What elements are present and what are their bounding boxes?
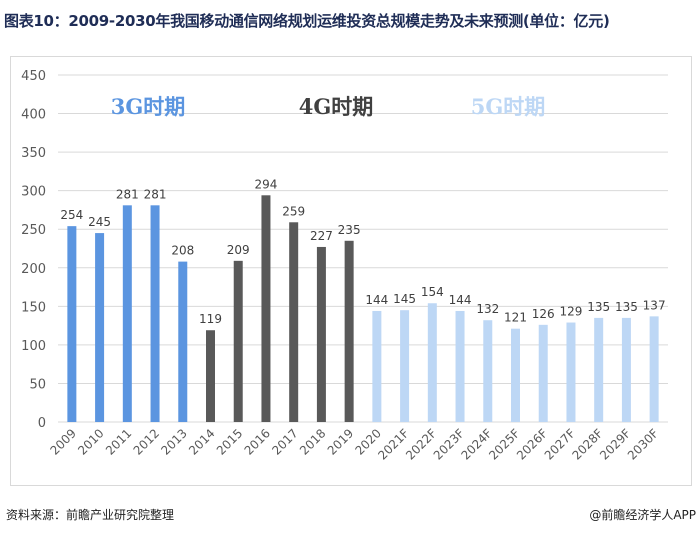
- y-tick-label: 350: [21, 146, 46, 161]
- y-tick-label: 450: [21, 69, 46, 84]
- bar-2027F: [566, 322, 576, 422]
- data-label-2021F: 145: [393, 292, 416, 306]
- gridlines: [58, 74, 668, 423]
- data-label-2027F: 129: [560, 305, 583, 319]
- bar-2012: [150, 205, 160, 422]
- x-tick-label: 2009: [47, 426, 78, 457]
- x-tick-label: 2018: [297, 426, 328, 457]
- data-label-2014: 119: [199, 312, 222, 326]
- x-tick-label: 2016: [242, 426, 273, 457]
- period-annotations: 3G时期 4G时期 5G时期: [111, 94, 546, 119]
- x-tick-label: 2011: [103, 426, 134, 457]
- x-tick-label: 2010: [75, 426, 106, 457]
- y-tick-label: 0: [38, 416, 46, 431]
- data-label-2013: 208: [171, 244, 194, 258]
- chart-frame: [10, 56, 692, 486]
- bars: [67, 195, 659, 422]
- data-label-2024F: 132: [476, 302, 499, 316]
- bar-2029F: [621, 317, 631, 422]
- data-label-2020: 144: [365, 293, 388, 307]
- data-label-2010: 245: [88, 215, 111, 229]
- x-tick-label: 2017: [269, 426, 300, 457]
- data-label-2028F: 135: [587, 300, 610, 314]
- data-label-2029F: 135: [615, 300, 638, 314]
- bar-2030F: [649, 316, 659, 422]
- y-axis-ticks: 0 50 100 150 200 250 300 350 400 450: [21, 69, 46, 431]
- data-label-2023F: 144: [449, 293, 472, 307]
- period-label-3G: 3G时期: [111, 94, 186, 119]
- brand-credit: @前瞻经济学人APP: [589, 508, 696, 522]
- y-tick-label: 250: [21, 223, 46, 238]
- bar-2024F: [483, 320, 493, 422]
- data-label-2015: 209: [227, 243, 250, 257]
- y-tick-label: 200: [21, 262, 46, 277]
- y-tick-label: 50: [29, 377, 46, 392]
- data-label-2012: 281: [144, 187, 167, 201]
- data-label-2017: 259: [282, 204, 305, 218]
- bar-2013: [178, 261, 188, 422]
- x-tick-label: 2014: [186, 426, 217, 457]
- bar-2019: [344, 240, 354, 422]
- bar-2025F: [511, 328, 520, 422]
- data-label-2030F: 137: [643, 298, 666, 312]
- data-labels: 254 245 281 281 208 119 209 294 259 227 235 144 145 1…: [60, 177, 665, 326]
- period-label-5G: 5G时期: [471, 94, 546, 119]
- bar-2022F: [427, 303, 437, 422]
- bar-2010: [95, 233, 105, 422]
- y-tick-label: 100: [21, 339, 46, 354]
- x-tick-label: 2013: [158, 426, 189, 457]
- data-label-2025F: 121: [504, 311, 527, 325]
- bar-2021F: [400, 310, 410, 422]
- bar-2015: [233, 260, 243, 422]
- y-tick-label: 400: [21, 108, 46, 123]
- source-note: 资料来源：前瞻产业研究院整理: [6, 508, 175, 522]
- bar-2028F: [594, 317, 604, 422]
- bar-2017: [289, 222, 299, 422]
- bar-2009: [67, 226, 77, 422]
- x-tick-label: 2030F: [625, 426, 661, 462]
- x-axis-ticks: 2009201020112012201320142015201620172018…: [47, 426, 661, 462]
- data-label-2011: 281: [116, 187, 139, 201]
- x-tick-label: 2019: [325, 426, 356, 457]
- data-label-2018: 227: [310, 229, 333, 243]
- bar-2018: [316, 246, 326, 422]
- y-tick-label: 300: [21, 185, 46, 200]
- data-label-2016: 294: [255, 177, 278, 191]
- bar-2011: [122, 205, 132, 422]
- data-label-2026F: 126: [532, 307, 555, 321]
- x-tick-label: 2015: [214, 426, 245, 457]
- x-tick-label: 2012: [131, 426, 162, 457]
- bar-2023F: [455, 310, 465, 422]
- bar-2016: [261, 195, 271, 422]
- bar-2020: [372, 310, 382, 422]
- data-label-2022F: 154: [421, 285, 444, 299]
- period-label-4G: 4G时期: [299, 94, 374, 119]
- data-label-2019: 235: [338, 223, 361, 237]
- data-label-2009: 254: [60, 208, 83, 222]
- chart-title: 图表10：2009-2030年我国移动通信网络规划运维投资总规模走势及未来预测(…: [4, 12, 610, 30]
- y-tick-label: 150: [21, 300, 46, 315]
- bar-2026F: [538, 324, 548, 422]
- bar-2014: [206, 330, 215, 422]
